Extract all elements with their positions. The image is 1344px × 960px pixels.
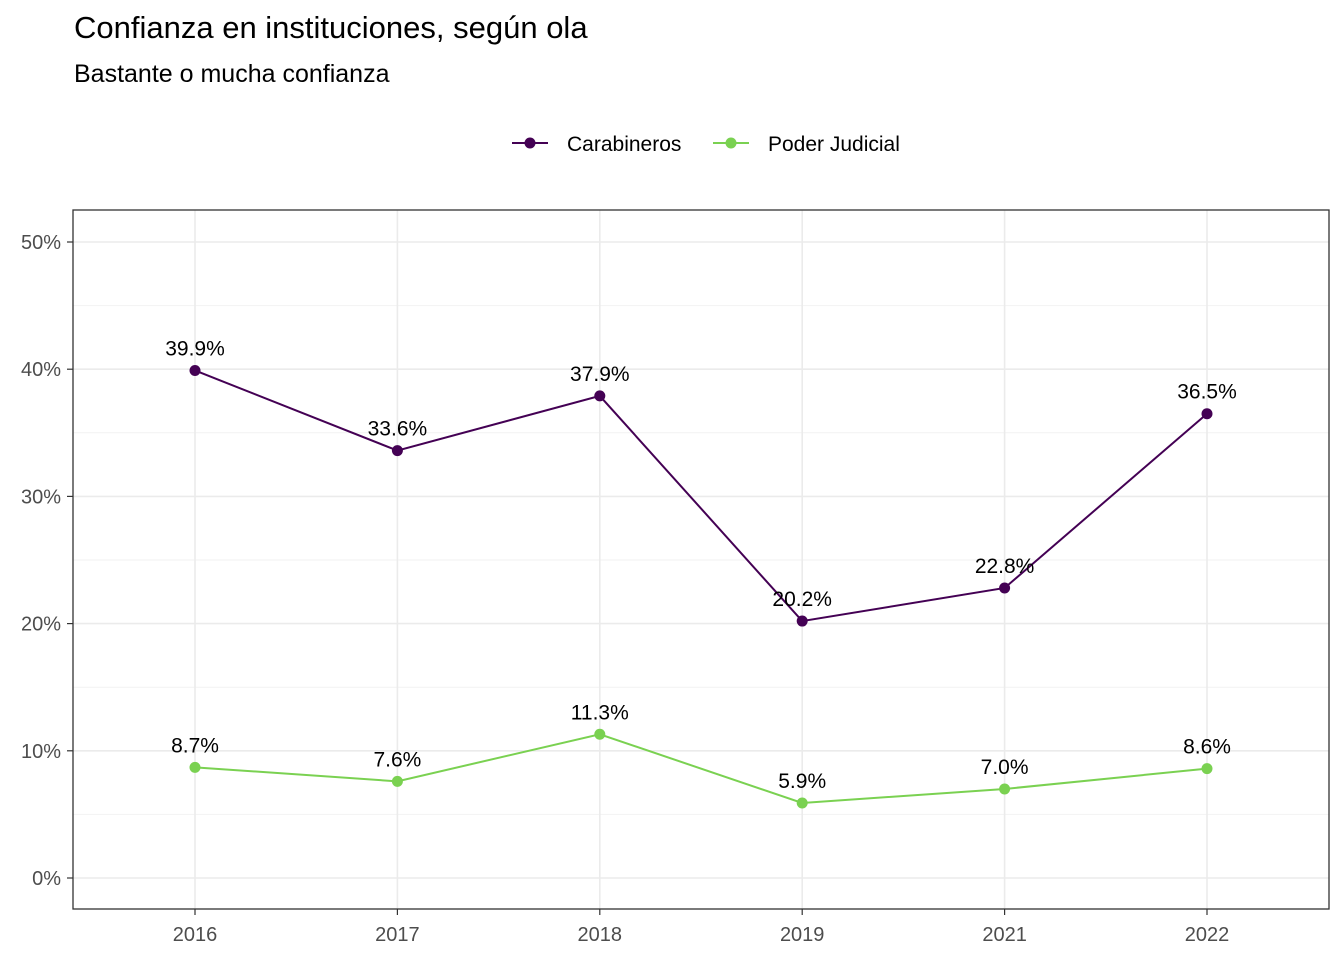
data-label: 39.9% (165, 337, 225, 360)
data-point (999, 582, 1011, 594)
data-label: 36.5% (1177, 381, 1237, 404)
data-label: 37.9% (570, 363, 630, 386)
chart-subtitle: Bastante o mucha confianza (74, 60, 390, 88)
data-point (594, 728, 606, 740)
data-label: 8.6% (1183, 736, 1231, 759)
x-tick-label: 2019 (780, 924, 825, 946)
data-point (391, 775, 403, 787)
legend-key-point (725, 137, 737, 149)
x-tick-label: 2017 (375, 924, 420, 946)
plot-area: 0% 10% 20% 30% 40% 50% 2016 2017 2018 2019 2021 202… (21, 209, 1330, 946)
x-tick-label: 2021 (982, 924, 1027, 946)
y-tick-label: 30% (21, 486, 61, 508)
y-tick-label: 10% (21, 741, 61, 763)
y-tick-label: 20% (21, 614, 61, 636)
data-label: 22.8% (975, 555, 1035, 578)
data-point (1201, 763, 1213, 775)
data-label: 5.9% (778, 770, 826, 793)
y-tick-label: 40% (21, 359, 61, 381)
data-point (1201, 408, 1213, 420)
x-tick-label: 2016 (173, 924, 218, 946)
legend: Carabineros Poder Judicial (512, 133, 900, 156)
series-line-1 (194, 733, 1208, 804)
data-label: 11.3% (571, 701, 629, 724)
chart-title: Confianza en instituciones, según ola (74, 10, 588, 45)
legend-key-point (524, 137, 536, 149)
data-label: 8.7% (171, 734, 219, 757)
legend-label: Poder Judicial (768, 133, 900, 156)
legend-label: Carabineros (567, 133, 681, 156)
y-tick-label: 50% (21, 232, 61, 254)
data-point (796, 797, 808, 809)
series-line-0 (194, 369, 1208, 623)
data-point (189, 364, 201, 376)
data-point (594, 390, 606, 402)
data-label: 7.6% (373, 748, 421, 771)
data-point (189, 761, 201, 773)
data-point (391, 445, 403, 457)
data-label: 33.6% (368, 418, 428, 441)
data-point (796, 615, 808, 627)
x-tick-label: 2018 (578, 924, 623, 946)
y-tick-label: 0% (32, 868, 61, 890)
panel-border (72, 209, 1330, 910)
data-label: 20.2% (772, 588, 832, 611)
data-label: 7.0% (981, 756, 1029, 779)
data-point (999, 783, 1011, 795)
x-tick-label: 2022 (1185, 924, 1230, 946)
